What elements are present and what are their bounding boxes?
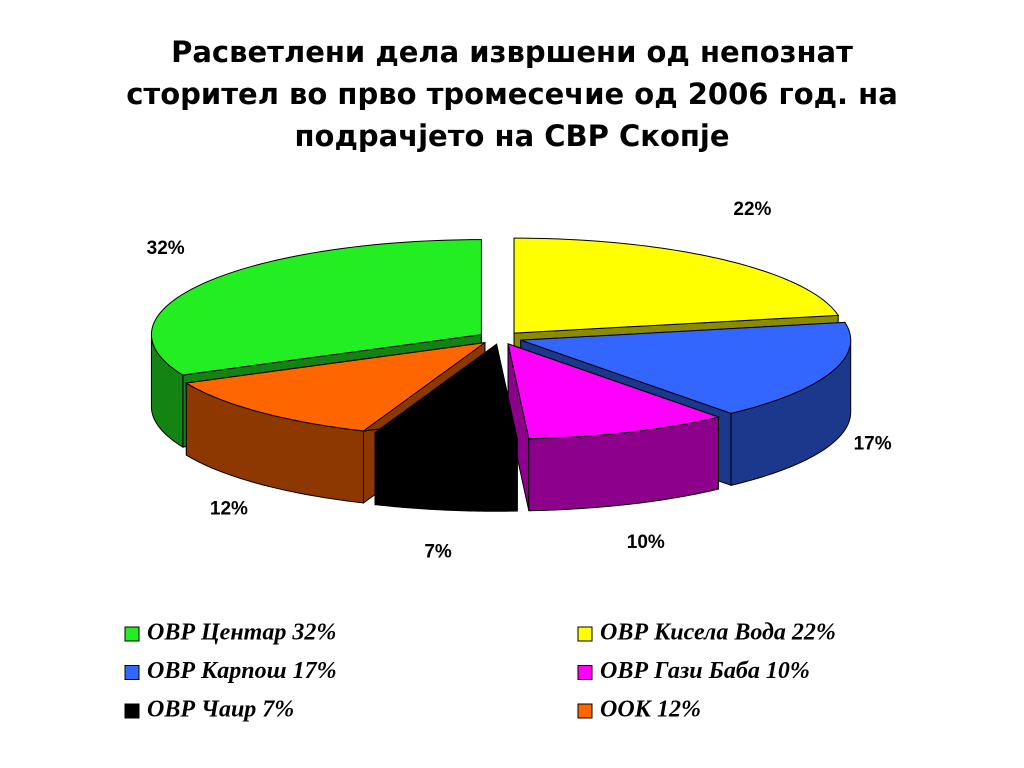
legend-label: ОВР Центар 32% xyxy=(147,620,336,646)
chart-title: Расветлени дела извршени од непознат xyxy=(171,35,853,69)
pie: 32% 22% 17% 10% 7% 12% xyxy=(147,199,892,563)
legend-swatch xyxy=(124,626,140,642)
chart-title: сторител во прво тромесечие од 2006 год.… xyxy=(126,77,898,111)
legend-swatch xyxy=(577,626,593,642)
data-label: 12% xyxy=(210,499,248,520)
slice xyxy=(520,321,852,414)
legend-label: ОВР Гази Баба 10% xyxy=(600,658,810,684)
chart-title: подрачјето на СВР Скопје xyxy=(294,119,729,153)
legend: ОВР Центар 32% ОВР Кисела Вода 22% ОВР Кар… xyxy=(124,620,836,723)
data-label: 22% xyxy=(733,199,771,220)
slice xyxy=(507,343,721,440)
data-label: 10% xyxy=(627,532,665,553)
legend-label: ОВР Чаир 7% xyxy=(147,697,294,723)
legend-label: ОВР Кисела Вода 22% xyxy=(600,620,836,646)
slice xyxy=(373,343,518,440)
legend-label: ОВР Карпош 17% xyxy=(147,658,337,684)
legend-swatch xyxy=(577,703,593,719)
legend-swatch xyxy=(577,665,593,680)
legend-swatch xyxy=(124,703,140,719)
legend-swatch xyxy=(124,665,140,680)
slice xyxy=(150,239,482,376)
data-label: 7% xyxy=(424,542,452,563)
slice xyxy=(513,237,840,334)
slice xyxy=(184,342,486,432)
legend-label: ООК 12% xyxy=(600,697,701,723)
data-label: 32% xyxy=(147,238,185,259)
data-label: 17% xyxy=(854,434,892,455)
slice-wall xyxy=(374,432,518,512)
